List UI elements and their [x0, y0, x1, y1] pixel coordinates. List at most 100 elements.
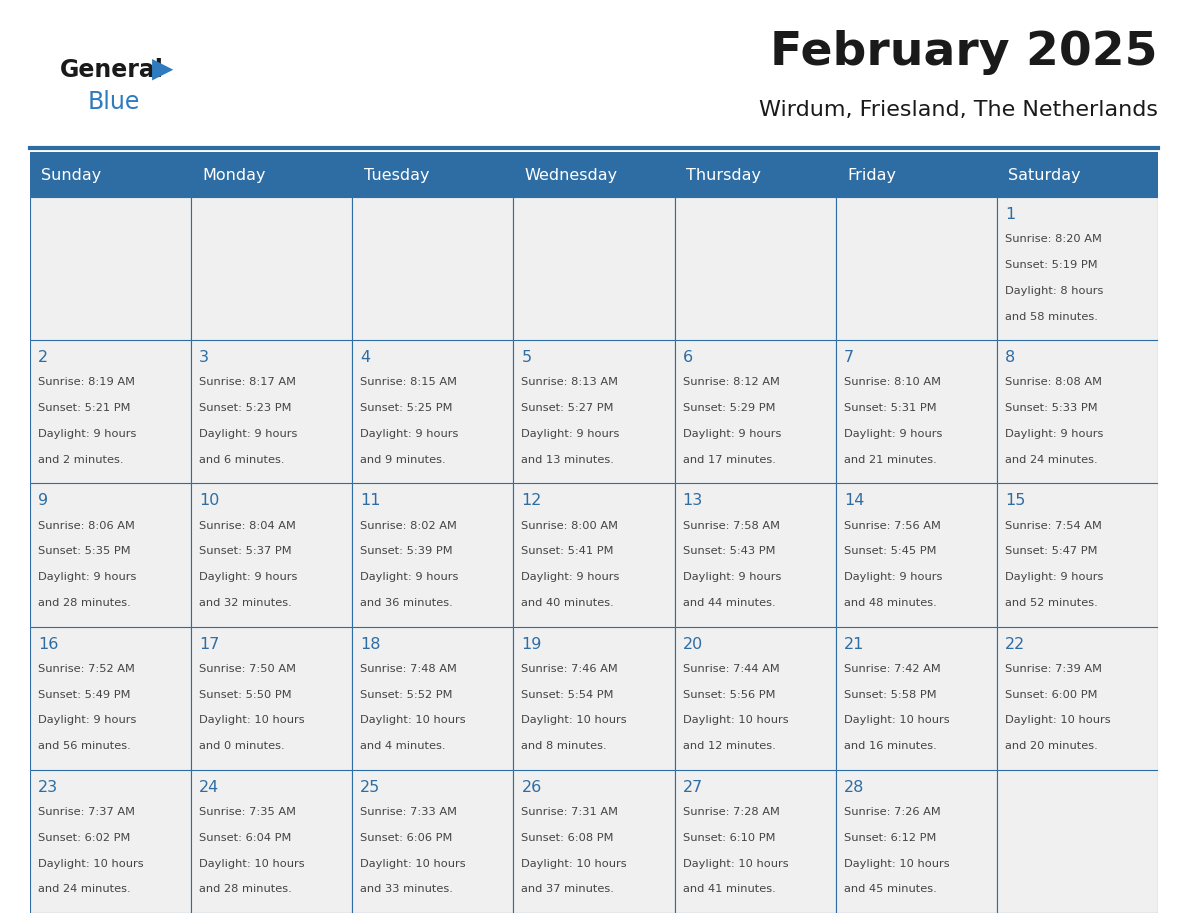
Text: and 2 minutes.: and 2 minutes.	[38, 454, 124, 465]
Bar	[835, 197, 997, 341]
Bar	[675, 197, 835, 341]
Text: Sunset: 5:35 PM: Sunset: 5:35 PM	[38, 546, 131, 556]
Bar	[353, 197, 513, 341]
Bar	[191, 341, 353, 484]
Text: and 13 minutes.: and 13 minutes.	[522, 454, 614, 465]
Bar	[997, 341, 1158, 484]
Text: Daylight: 9 hours: Daylight: 9 hours	[1005, 572, 1104, 582]
Text: Sunset: 5:27 PM: Sunset: 5:27 PM	[522, 403, 614, 413]
Bar	[675, 770, 835, 913]
Text: Daylight: 9 hours: Daylight: 9 hours	[200, 572, 297, 582]
Bar	[191, 484, 353, 627]
Text: and 41 minutes.: and 41 minutes.	[683, 884, 776, 894]
Bar	[513, 152, 675, 197]
Text: and 4 minutes.: and 4 minutes.	[360, 741, 446, 751]
Text: 27: 27	[683, 779, 703, 795]
Text: February 2025: February 2025	[771, 30, 1158, 75]
Bar	[997, 152, 1158, 197]
Text: and 21 minutes.: and 21 minutes.	[843, 454, 936, 465]
Bar	[513, 770, 675, 913]
Text: Sunset: 6:12 PM: Sunset: 6:12 PM	[843, 833, 936, 843]
Bar	[353, 627, 513, 770]
Text: Sunset: 5:23 PM: Sunset: 5:23 PM	[200, 403, 292, 413]
Text: and 17 minutes.: and 17 minutes.	[683, 454, 776, 465]
Text: Daylight: 10 hours: Daylight: 10 hours	[843, 858, 949, 868]
Text: Sunset: 5:52 PM: Sunset: 5:52 PM	[360, 689, 453, 700]
Text: and 20 minutes.: and 20 minutes.	[1005, 741, 1098, 751]
Text: Sunset: 5:21 PM: Sunset: 5:21 PM	[38, 403, 131, 413]
Bar	[675, 152, 835, 197]
Text: Sunrise: 7:33 AM: Sunrise: 7:33 AM	[360, 807, 457, 817]
Text: Sunrise: 7:37 AM: Sunrise: 7:37 AM	[38, 807, 135, 817]
Text: Sunset: 5:25 PM: Sunset: 5:25 PM	[360, 403, 453, 413]
Bar	[353, 152, 513, 197]
Text: and 33 minutes.: and 33 minutes.	[360, 884, 453, 894]
Text: Daylight: 9 hours: Daylight: 9 hours	[683, 572, 781, 582]
Text: Sunrise: 8:08 AM: Sunrise: 8:08 AM	[1005, 377, 1102, 387]
Text: Sunset: 6:04 PM: Sunset: 6:04 PM	[200, 833, 291, 843]
Bar	[353, 341, 513, 484]
Text: Sunrise: 7:44 AM: Sunrise: 7:44 AM	[683, 664, 779, 674]
Text: and 16 minutes.: and 16 minutes.	[843, 741, 936, 751]
Bar	[353, 484, 513, 627]
Bar	[997, 627, 1158, 770]
Text: and 37 minutes.: and 37 minutes.	[522, 884, 614, 894]
Text: 17: 17	[200, 636, 220, 652]
Bar	[997, 484, 1158, 627]
Bar	[30, 770, 191, 913]
Text: and 45 minutes.: and 45 minutes.	[843, 884, 936, 894]
Text: Sunrise: 7:50 AM: Sunrise: 7:50 AM	[200, 664, 296, 674]
Text: Saturday: Saturday	[1009, 168, 1081, 183]
Text: and 56 minutes.: and 56 minutes.	[38, 741, 131, 751]
Bar	[835, 770, 997, 913]
Text: and 12 minutes.: and 12 minutes.	[683, 741, 776, 751]
Text: Sunset: 5:47 PM: Sunset: 5:47 PM	[1005, 546, 1098, 556]
Text: Sunset: 5:41 PM: Sunset: 5:41 PM	[522, 546, 614, 556]
Text: Sunrise: 7:35 AM: Sunrise: 7:35 AM	[200, 807, 296, 817]
Text: Sunset: 5:58 PM: Sunset: 5:58 PM	[843, 689, 936, 700]
Text: Sunrise: 8:04 AM: Sunrise: 8:04 AM	[200, 521, 296, 531]
Text: General: General	[61, 58, 164, 82]
Text: Sunset: 5:33 PM: Sunset: 5:33 PM	[1005, 403, 1098, 413]
Text: and 32 minutes.: and 32 minutes.	[200, 598, 292, 608]
Text: Sunrise: 8:13 AM: Sunrise: 8:13 AM	[522, 377, 619, 387]
Text: and 58 minutes.: and 58 minutes.	[1005, 311, 1098, 321]
Text: Daylight: 9 hours: Daylight: 9 hours	[360, 429, 459, 439]
Text: Sunrise: 8:02 AM: Sunrise: 8:02 AM	[360, 521, 457, 531]
Bar	[513, 484, 675, 627]
Text: 24: 24	[200, 779, 220, 795]
Text: Sunset: 5:49 PM: Sunset: 5:49 PM	[38, 689, 131, 700]
Bar	[513, 341, 675, 484]
Text: and 48 minutes.: and 48 minutes.	[843, 598, 936, 608]
Text: and 28 minutes.: and 28 minutes.	[38, 598, 131, 608]
Text: Sunset: 5:56 PM: Sunset: 5:56 PM	[683, 689, 775, 700]
Text: Daylight: 10 hours: Daylight: 10 hours	[843, 715, 949, 725]
Text: Daylight: 10 hours: Daylight: 10 hours	[360, 858, 466, 868]
Text: 18: 18	[360, 636, 381, 652]
Bar	[30, 197, 191, 341]
Text: Daylight: 10 hours: Daylight: 10 hours	[200, 858, 305, 868]
Text: 9: 9	[38, 493, 49, 509]
Text: Sunrise: 7:28 AM: Sunrise: 7:28 AM	[683, 807, 779, 817]
Text: Daylight: 10 hours: Daylight: 10 hours	[522, 715, 627, 725]
Bar	[30, 152, 191, 197]
Text: Daylight: 10 hours: Daylight: 10 hours	[200, 715, 305, 725]
Text: 6: 6	[683, 351, 693, 365]
Text: Monday: Monday	[202, 168, 266, 183]
Bar	[353, 770, 513, 913]
Text: Sunrise: 7:26 AM: Sunrise: 7:26 AM	[843, 807, 941, 817]
Text: Daylight: 9 hours: Daylight: 9 hours	[843, 572, 942, 582]
Bar	[835, 627, 997, 770]
Text: 25: 25	[360, 779, 380, 795]
Text: Sunrise: 8:20 AM: Sunrise: 8:20 AM	[1005, 234, 1101, 244]
Text: Sunrise: 7:56 AM: Sunrise: 7:56 AM	[843, 521, 941, 531]
Text: Sunset: 6:08 PM: Sunset: 6:08 PM	[522, 833, 614, 843]
Text: Daylight: 10 hours: Daylight: 10 hours	[360, 715, 466, 725]
Text: Daylight: 9 hours: Daylight: 9 hours	[360, 572, 459, 582]
Text: 19: 19	[522, 636, 542, 652]
Text: Daylight: 10 hours: Daylight: 10 hours	[1005, 715, 1111, 725]
Bar	[30, 341, 191, 484]
Text: Daylight: 9 hours: Daylight: 9 hours	[843, 429, 942, 439]
Text: Sunrise: 7:52 AM: Sunrise: 7:52 AM	[38, 664, 135, 674]
Text: 11: 11	[360, 493, 381, 509]
